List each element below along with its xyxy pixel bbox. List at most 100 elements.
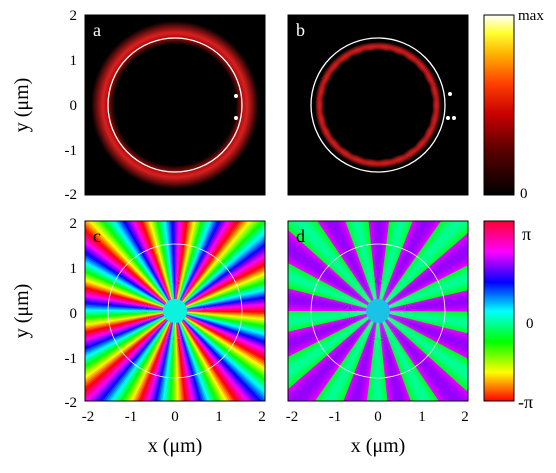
phase-sector <box>163 221 175 311</box>
colorbar-intensity-min: 0 <box>520 186 528 202</box>
phase-sector <box>85 311 175 357</box>
phase-sector <box>288 311 378 372</box>
phase-sector <box>366 221 378 311</box>
phase-sector <box>140 221 175 311</box>
phase-sector <box>175 283 265 311</box>
phase-sector <box>291 221 378 311</box>
phase-sector <box>378 311 417 401</box>
phase-sector <box>377 311 380 401</box>
phase-sector <box>175 311 214 401</box>
phase-sector <box>288 311 378 357</box>
y-tick: 2 <box>70 216 78 232</box>
phase-sector <box>175 256 265 311</box>
panel-label-a: a <box>93 20 101 40</box>
panel-label-b: b <box>296 20 305 40</box>
phase-sector <box>378 311 446 401</box>
phase-sector <box>125 221 175 311</box>
phase-sector <box>85 311 175 327</box>
phase-sector <box>175 238 265 311</box>
y-tick: -1 <box>65 143 78 159</box>
phase-sector <box>175 276 265 311</box>
y-ticks-top: 2 1 0 -1 -2 <box>65 8 78 203</box>
phase-sector <box>175 293 265 311</box>
phase-sector <box>175 311 191 401</box>
phase-sector <box>378 311 468 401</box>
phase-sector <box>107 221 175 311</box>
intensity-lobe <box>415 59 429 74</box>
phase-sector <box>288 311 378 327</box>
phase-sector <box>116 221 175 311</box>
phase-sector <box>85 311 175 390</box>
phase-sector <box>175 311 185 401</box>
phase-sector <box>378 311 462 401</box>
phase-sector <box>175 311 221 401</box>
phase-sector <box>127 221 175 311</box>
phase-sector <box>102 221 175 311</box>
phase-sector <box>175 267 265 311</box>
phase-sector <box>175 286 265 311</box>
phase-sector <box>288 311 378 326</box>
phase-sector <box>288 311 378 342</box>
phase-sector <box>175 311 257 401</box>
intensity-lobe <box>403 51 419 63</box>
phase-sector <box>85 311 175 323</box>
phase-sector <box>378 281 468 311</box>
phase-sector <box>175 295 265 311</box>
phase-sector <box>175 252 265 311</box>
phase-sector <box>175 259 265 311</box>
phase-sector <box>378 311 435 401</box>
phase-sector <box>323 221 378 311</box>
panel-c-frame <box>84 220 266 402</box>
phase-sector <box>175 311 206 401</box>
intensity-lobe <box>348 45 366 55</box>
phase-sector <box>174 311 177 401</box>
phase-sector <box>310 221 378 311</box>
phase-sector <box>175 291 265 311</box>
phase-sector <box>170 221 175 311</box>
phase-sector <box>175 311 234 401</box>
phase-sector <box>175 235 265 311</box>
phase-sector <box>362 221 378 311</box>
phase-sector <box>85 311 175 346</box>
phase-sector <box>175 311 265 401</box>
scatterer-dot <box>234 94 238 98</box>
phase-sector <box>378 311 442 401</box>
phase-sector <box>319 221 378 311</box>
phase-sector <box>175 311 230 401</box>
phase-sector <box>175 311 223 401</box>
phase-sector <box>378 311 408 401</box>
x-tick: 1 <box>418 409 426 425</box>
phase-sector <box>378 299 468 311</box>
phase-sector <box>378 265 468 311</box>
panel-a-frame <box>84 14 266 196</box>
panel-d-frame <box>287 220 469 402</box>
phase-sector <box>175 311 179 401</box>
x-tick: -1 <box>329 409 342 425</box>
intensity-lobe <box>424 124 435 141</box>
phase-sector <box>378 311 394 401</box>
phase-sector <box>378 311 415 401</box>
phase-sector <box>288 311 378 379</box>
intensity-lobe <box>327 59 341 74</box>
x-tick: 0 <box>171 409 179 425</box>
phase-sector <box>175 311 259 401</box>
phase-sector <box>175 311 236 401</box>
phase-sector <box>93 221 175 311</box>
intensity-lobe <box>317 110 325 128</box>
phase-sector <box>175 311 210 401</box>
phase-sector <box>175 311 203 401</box>
phase-sector <box>288 311 378 321</box>
phase-sector <box>378 288 468 311</box>
phase-sector <box>378 272 468 311</box>
colorbar-phase-middle: 0 <box>526 316 534 332</box>
phase-sector <box>288 311 378 334</box>
intensity-lobe <box>433 96 440 114</box>
phase-sector <box>378 276 468 311</box>
phase-sector <box>85 311 175 337</box>
phase-sector <box>378 311 390 401</box>
phase-sector <box>378 311 419 401</box>
phase-sector <box>378 311 393 401</box>
phase-sector <box>85 311 175 348</box>
x-tick: -2 <box>286 409 299 425</box>
phase-sector <box>378 269 468 311</box>
